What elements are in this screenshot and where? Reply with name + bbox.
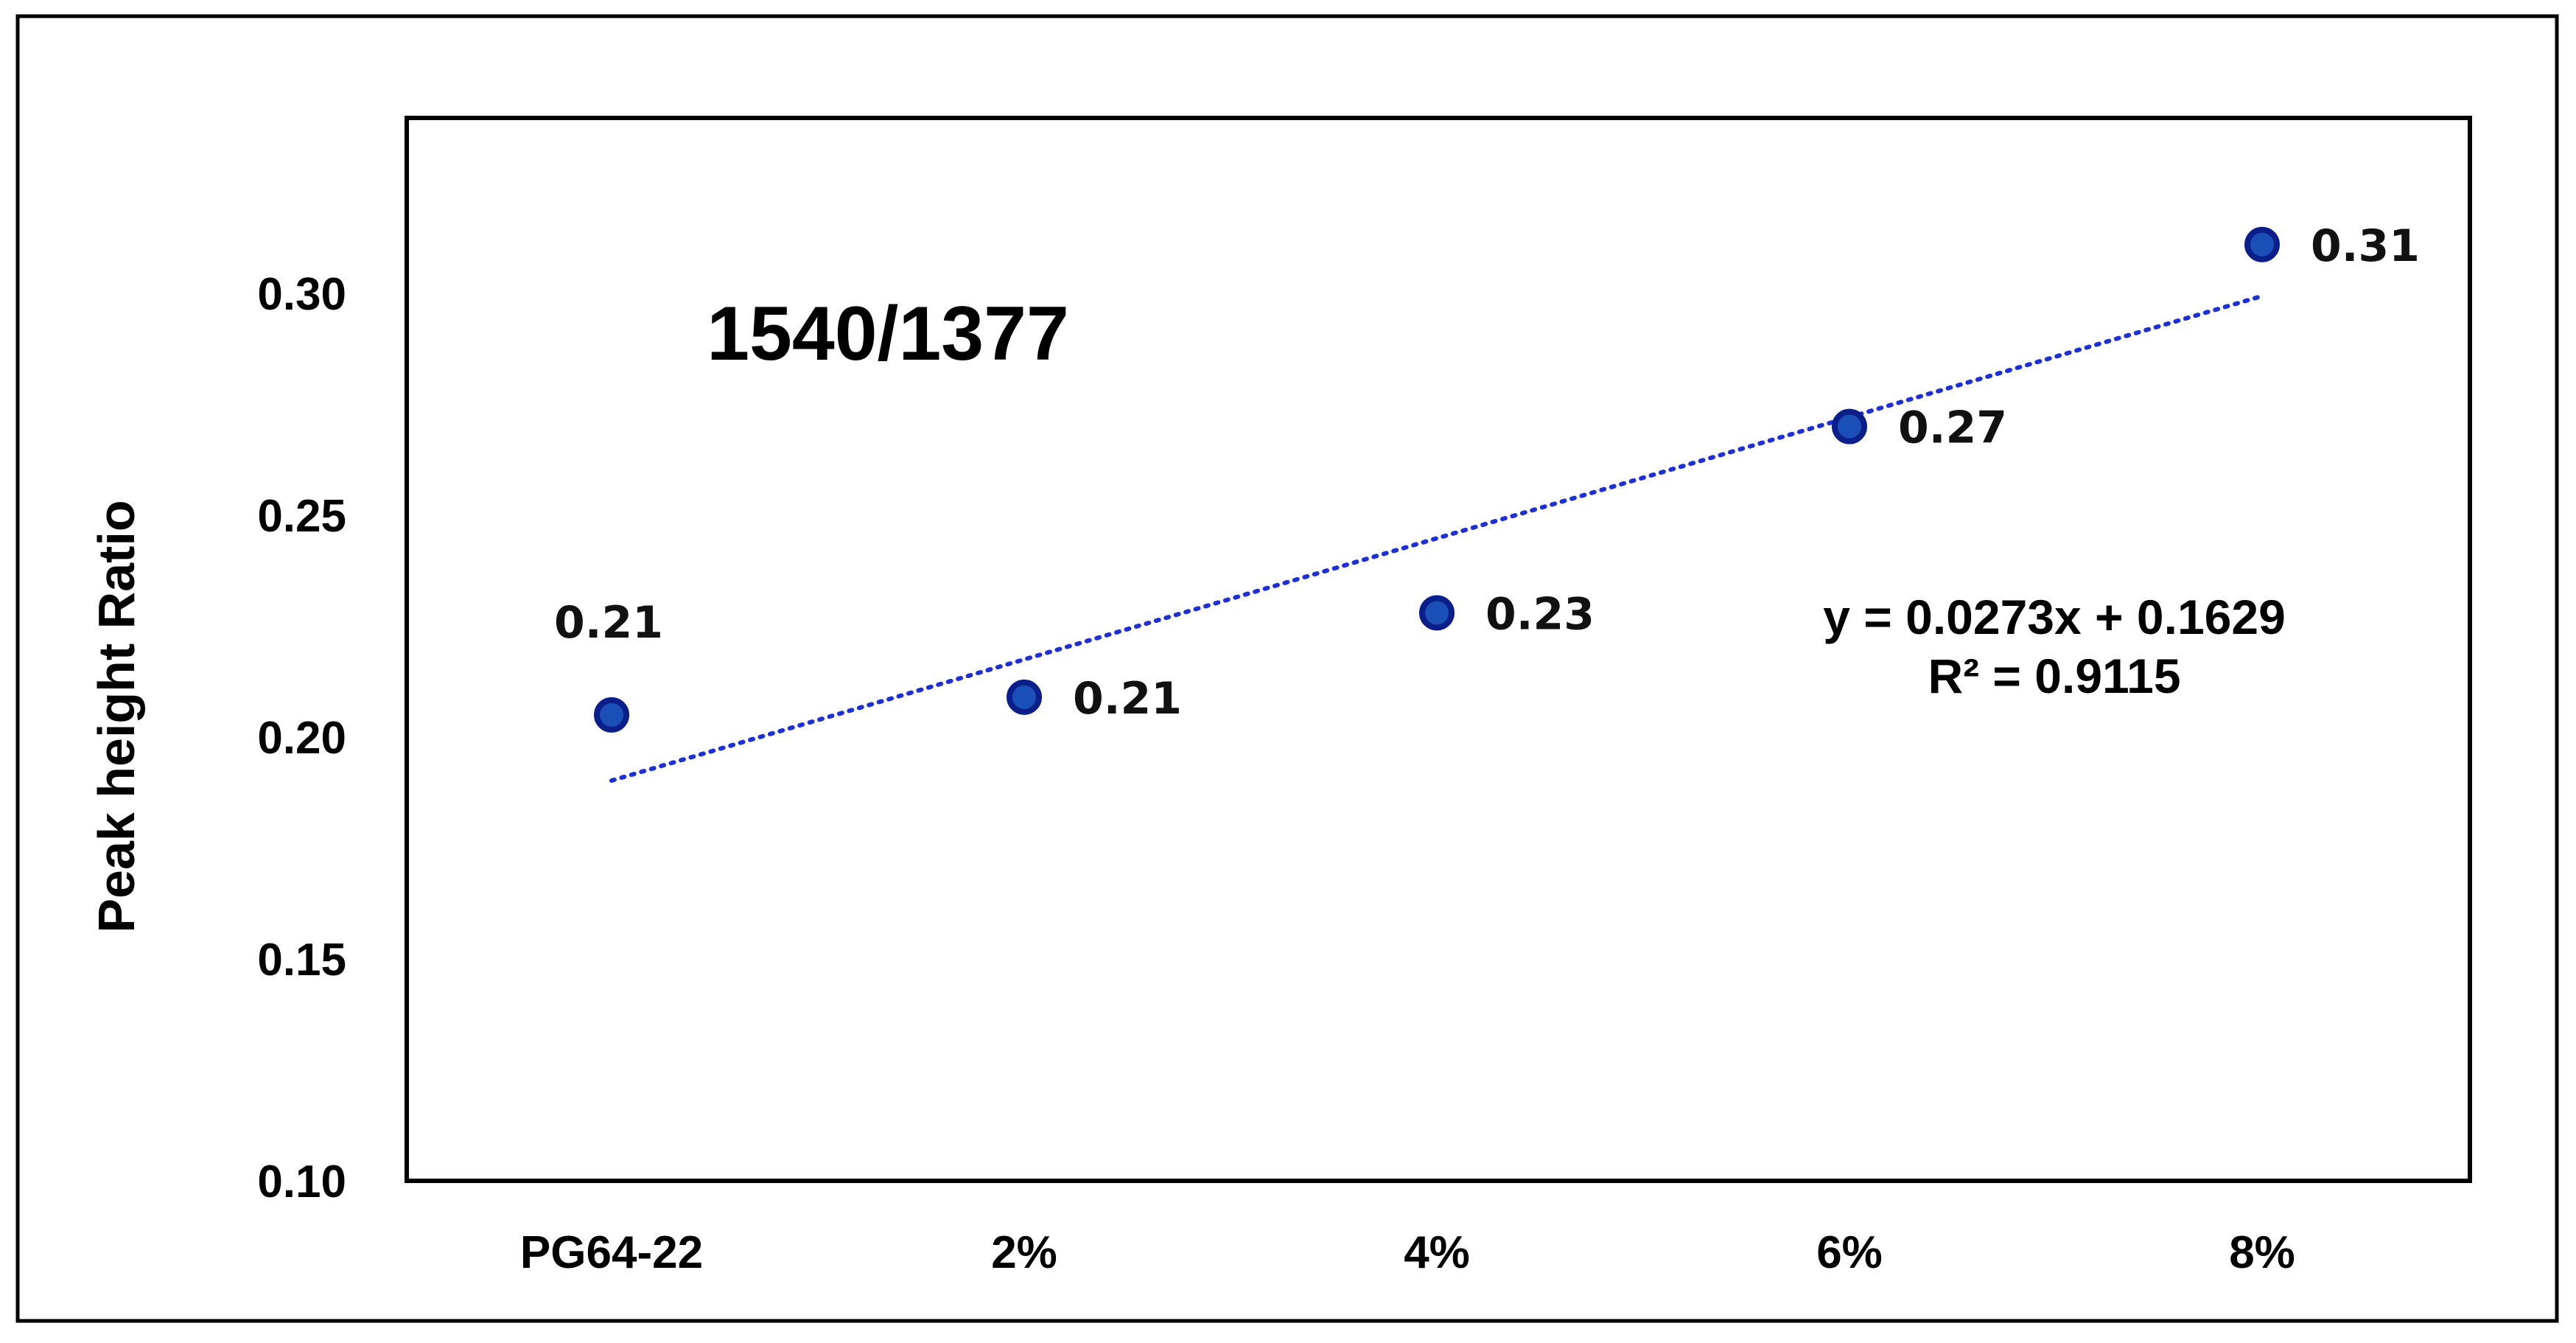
trendline-r-squared: R² = 0.9115 [1928,649,2180,703]
data-point [594,697,629,733]
data-point [1007,679,1042,715]
x-tick-label: 2% [991,1227,1057,1278]
trendline-equation: y = 0.0273x + 0.1629 [1823,590,2286,644]
y-tick-label: 0.15 [257,935,346,986]
x-tick-labels: PG64-22 2% 4% 6% 8% [520,1227,2295,1278]
y-tick-label: 0.20 [257,713,346,764]
x-tick-label: 6% [1816,1227,1883,1278]
y-axis-label: Peak height Ratio [88,500,145,932]
data-label: 0.31 [2311,220,2420,272]
x-tick-label: PG64-22 [520,1227,703,1278]
data-label: 0.21 [1073,673,1182,725]
x-tick-label: 4% [1404,1227,1470,1278]
data-points [594,226,2280,733]
data-label: 0.27 [1898,402,2007,454]
data-labels: 0.21 0.21 0.23 0.27 0.31 [554,220,2420,725]
data-point [2244,226,2280,262]
x-tick-label: 8% [2229,1227,2295,1278]
data-point [1832,408,1867,444]
y-tick-label: 0.25 [257,491,346,542]
chart-title: 1540/1377 [707,291,1069,377]
trendline [609,293,2264,783]
data-label: 0.21 [554,597,663,649]
plot-area [405,116,2472,1183]
y-tick-labels: 0.10 0.15 0.20 0.25 0.30 [257,269,346,1207]
y-tick-label: 0.10 [257,1157,346,1207]
data-label: 0.23 [1485,588,1595,640]
data-point [1419,595,1455,631]
y-tick-label: 0.30 [257,269,346,320]
